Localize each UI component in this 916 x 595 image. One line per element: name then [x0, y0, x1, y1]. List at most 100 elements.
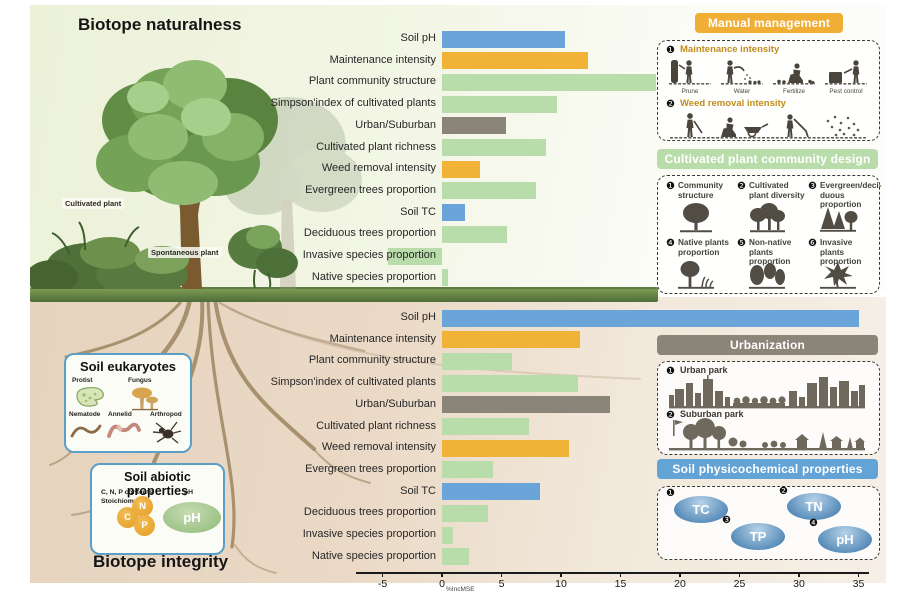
figure-title-bottom: Biotope integrity [93, 552, 229, 571]
chart1-bar-urban-suburban [442, 117, 507, 135]
chart2-label-cultivated-plant-richness: Cultivated plant richness [316, 419, 436, 432]
chart1-label-invasive-species-proportion: Invasive species proportion [302, 249, 436, 261]
weed-removal-intensity-label: Weed removal intensity [680, 98, 786, 109]
chart2-bar-evergreen-trees-proportion [442, 461, 494, 479]
spontaneous-plant-chip: Spontaneous plant [148, 247, 222, 258]
chart2-bar-native-species-proportion [442, 548, 470, 566]
plant-design-header: Cultivated plant community design [657, 149, 878, 169]
chart1-label-weed-removal-intensity: Weed removal intensity [321, 162, 436, 175]
item-number: ❶ [666, 488, 675, 499]
x-axis-line [356, 572, 869, 574]
x-axis-tick [560, 572, 562, 577]
item-number: ❻ [808, 238, 817, 249]
x-axis-tick-label: 15 [614, 578, 627, 590]
chart1-bar-maintenance-intensity [442, 52, 589, 70]
chart2-bar-weed-removal-intensity [442, 439, 570, 457]
soil-property-tn: TN [787, 493, 841, 520]
chart1-label-deciduous-trees-proportion: Deciduous trees proportion [303, 227, 436, 240]
item-number: ❶ [666, 181, 675, 192]
chart1-bar-simpson-index-of-cultivated-plants [442, 95, 558, 113]
urban-park-label: Urban park [680, 365, 728, 375]
x-axis-tick [619, 572, 622, 577]
x-axis-tick [381, 572, 384, 577]
ph-badge: pH [163, 502, 221, 533]
chart1-bar-native-species-proportion [442, 269, 448, 287]
chart2-label-weed-removal-intensity: Weed removal intensity [321, 441, 436, 454]
item-number: ❷ [737, 181, 746, 192]
annelid-icon [106, 419, 142, 441]
x-axis-tick-label: -5 [377, 578, 388, 590]
grass-ground-divider [30, 287, 658, 302]
chart1-label-evergreen-trees-proportion: Evergreen trees proportion [305, 183, 436, 196]
design-label-evergreen-deci-duous-proportion: Evergreen/deci- duous proportion [820, 181, 882, 209]
x-axis-label: %IncMSE [446, 586, 475, 593]
tree-single-icon [676, 202, 716, 234]
soil-property-tp: TP [731, 523, 785, 550]
chart2-bar-deciduous-trees-proportion [442, 504, 489, 522]
soil-properties-panel: ❶ TC ❷ TN ❸ TP ❹ pH [657, 486, 880, 560]
plant-design-panel: ❶ Community structure ❷ Cultivated plant di… [657, 175, 882, 294]
chart1-label-urban-suburban: Urban/Suburban [355, 118, 436, 131]
fungus-icon [130, 385, 160, 411]
figure-title-top: Biotope naturalness [78, 15, 242, 34]
urbanization-header: Urbanization [657, 335, 878, 355]
suburban-park-label: Suburban park [680, 409, 744, 419]
chart2-label-invasive-species-proportion: Invasive species proportion [302, 528, 436, 540]
chart1-bar-deciduous-trees-proportion [442, 225, 508, 243]
chart1-bar-soil-ph [442, 30, 565, 48]
soil-property-tc: TC [674, 496, 728, 523]
soil-abiotic-box: Soil abiotic properties C, N, P contents… [90, 463, 225, 555]
design-label-native-plants-proportion: Native plants proportion [678, 238, 729, 257]
plants-nonnative-icon [747, 259, 787, 291]
eukaryote-label-arthropod: Arthropod [150, 411, 182, 418]
design-label-invasive-plants-proportion: Invasive plants proportion [820, 238, 862, 266]
chart1-bar-invasive-species-proportion [388, 247, 442, 265]
scene-prune-icon [668, 57, 712, 87]
chart2-bar-plant-community-structure [442, 352, 513, 370]
chart2-label-urban-suburban: Urban/Suburban [355, 397, 436, 410]
chart2-label-soil-tc: Soil TC [400, 484, 436, 497]
chart2-label-maintenance-intensity: Maintenance intensity [329, 332, 436, 345]
eukaryote-label-nematode: Nematode [69, 411, 101, 418]
arthropod-icon [150, 419, 182, 445]
chart2-bar-soil-tc [442, 483, 540, 501]
item-number: ❹ [666, 238, 675, 249]
scene-weeding-icon [668, 109, 868, 141]
x-axis-tick-label: 20 [674, 578, 686, 590]
x-axis-tick-label: 30 [793, 578, 805, 590]
chart1-label-native-species-proportion: Native species proportion [311, 270, 436, 283]
chart2-label-plant-community-structure: Plant community structure [308, 354, 436, 367]
chart1-label-cultivated-plant-richness: Cultivated plant richness [316, 140, 436, 153]
nematode-icon [69, 421, 103, 441]
eukaryote-label-fungus: Fungus [128, 377, 152, 384]
x-axis-tick [500, 572, 503, 577]
soil-property-ph: pH [818, 526, 872, 553]
chart1-label-soil-ph: Soil pH [400, 32, 436, 44]
spontaneous-plant-icon [228, 225, 298, 289]
tree-cluster-icon [747, 202, 787, 234]
scene-fertilize-icon [772, 57, 816, 87]
chart2-bar-maintenance-intensity [442, 331, 581, 349]
tree-native-icon [676, 259, 716, 291]
chart1-bar-plant-community-structure [442, 73, 657, 91]
cnp-circle-p: P [134, 515, 155, 536]
item-number: ❸ [722, 515, 731, 526]
item-number: ❷ [666, 99, 675, 110]
design-label-non-native-plants-proportion: Non-native plants proportion [749, 238, 792, 266]
scene-water-icon [720, 57, 764, 87]
chart1-label-soil-tc: Soil TC [400, 205, 436, 218]
skyline-urban-icon [669, 375, 865, 409]
skyline-suburban-icon [669, 418, 865, 452]
plant-invasive-icon [818, 259, 858, 291]
soil-eukaryotes-box: Soil eukaryotes Protist Fungus Nematode Ann… [64, 353, 192, 453]
sublabel-fertilize: Fertilize [782, 88, 806, 95]
chart2-bar-simpson-index-of-cultivated-plants [442, 374, 578, 392]
chart1-bar-weed-removal-intensity [442, 160, 481, 178]
eukaryote-label-annelid: Annelid [108, 411, 132, 418]
chart1-bar-soil-tc [442, 204, 465, 222]
x-axis-tick-label: 0 [439, 578, 445, 590]
soil-eukaryotes-title: Soil eukaryotes [79, 359, 177, 374]
sublabel-prune: Prune [681, 88, 699, 95]
chart2-label-soil-ph: Soil pH [400, 311, 436, 323]
